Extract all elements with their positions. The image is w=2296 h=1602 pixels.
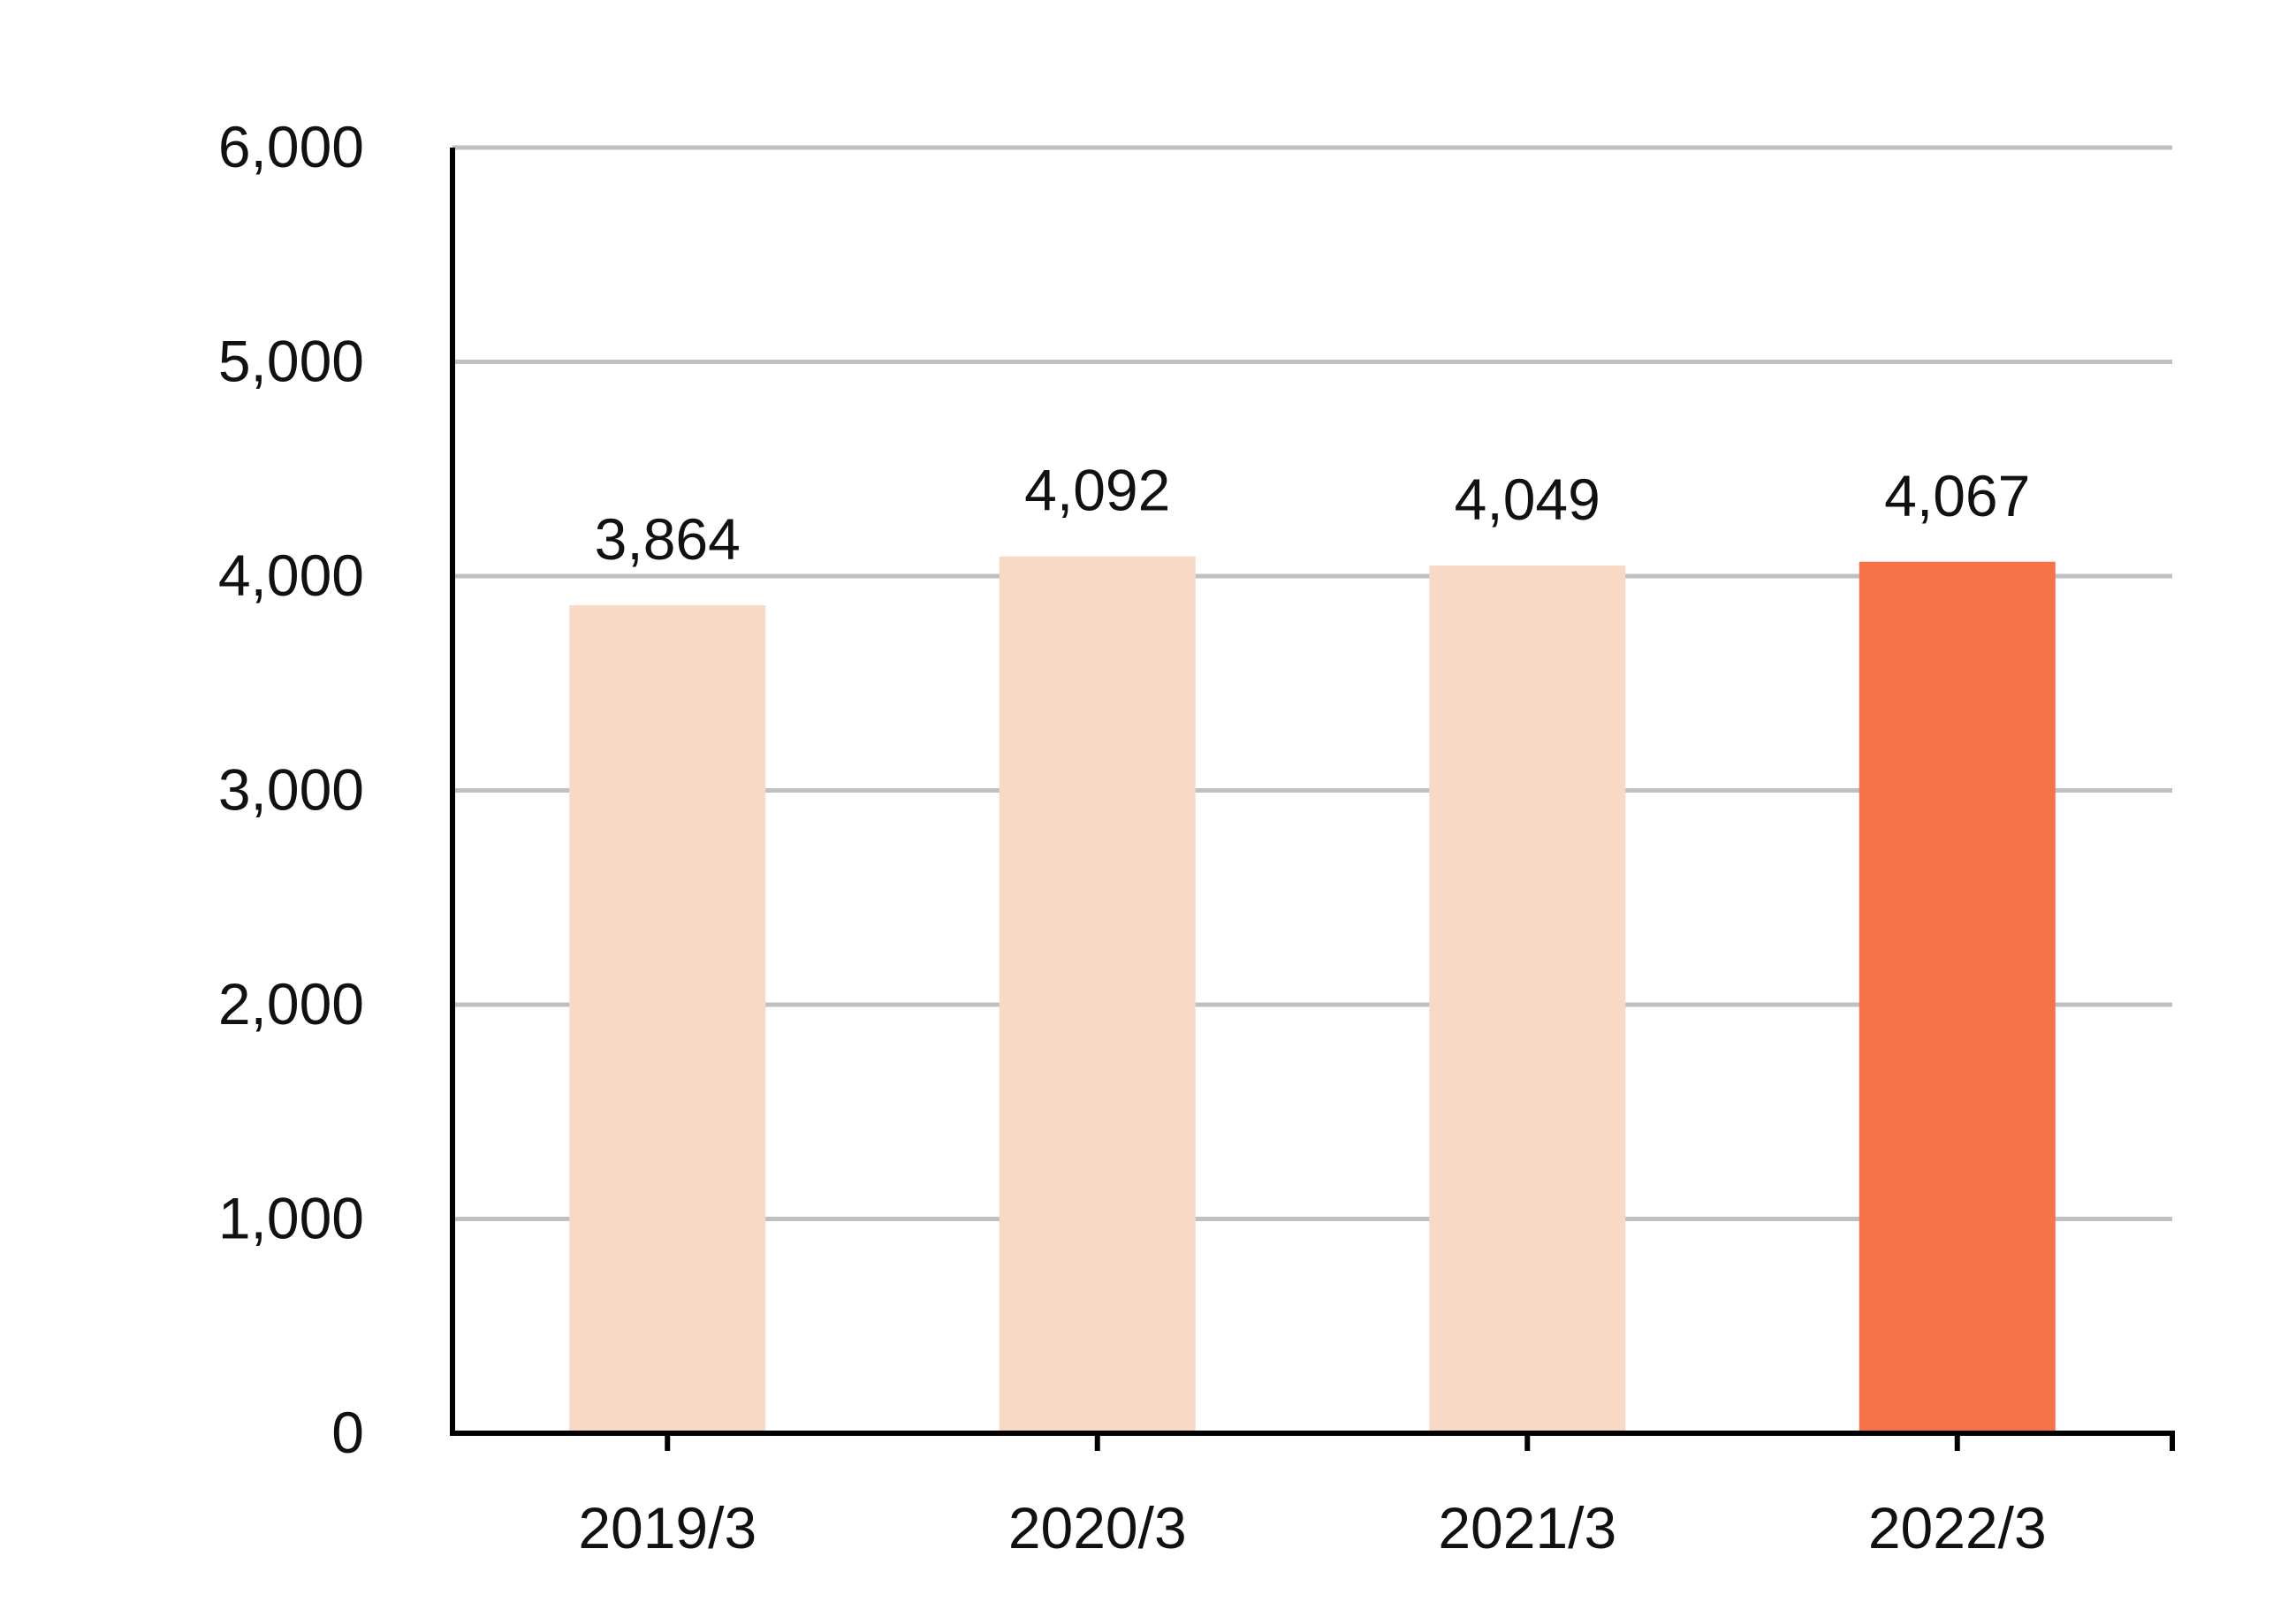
x-tick-label: 2019/3: [578, 1495, 756, 1560]
y-tick-label: 3,000: [218, 757, 364, 823]
y-tick-label: 5,000: [218, 329, 364, 394]
y-tick-label: 1,000: [218, 1186, 364, 1251]
bar: [569, 604, 766, 1433]
axes: [450, 148, 2175, 1436]
data-label: 4,067: [1884, 463, 2030, 528]
x-tick-label: 2022/3: [1868, 1495, 2047, 1560]
bar: [999, 556, 1196, 1433]
bar: [1859, 561, 2056, 1433]
y-tick-label: 2,000: [218, 971, 364, 1036]
bars: [569, 556, 2056, 1433]
x-tick-label: 2021/3: [1438, 1495, 1616, 1560]
y-axis-ticks: 0 1,000 2,000 3,000 4,000 5,000 6,000: [218, 114, 364, 1465]
y-tick-label: 6,000: [218, 114, 364, 179]
y-tick-label: 4,000: [218, 543, 364, 608]
x-tick-label: 2020/3: [1008, 1495, 1187, 1560]
data-label: 3,864: [595, 506, 741, 572]
data-label: 4,049: [1455, 467, 1600, 532]
x-axis-ticks: 2019/3 2020/3 2021/3 2022/3: [578, 1433, 2175, 1560]
bar: [1429, 566, 1626, 1433]
y-tick-label: 0: [331, 1400, 364, 1465]
data-labels: 3,864 4,092 4,049 4,067: [595, 458, 2031, 572]
data-label: 4,092: [1024, 458, 1170, 523]
